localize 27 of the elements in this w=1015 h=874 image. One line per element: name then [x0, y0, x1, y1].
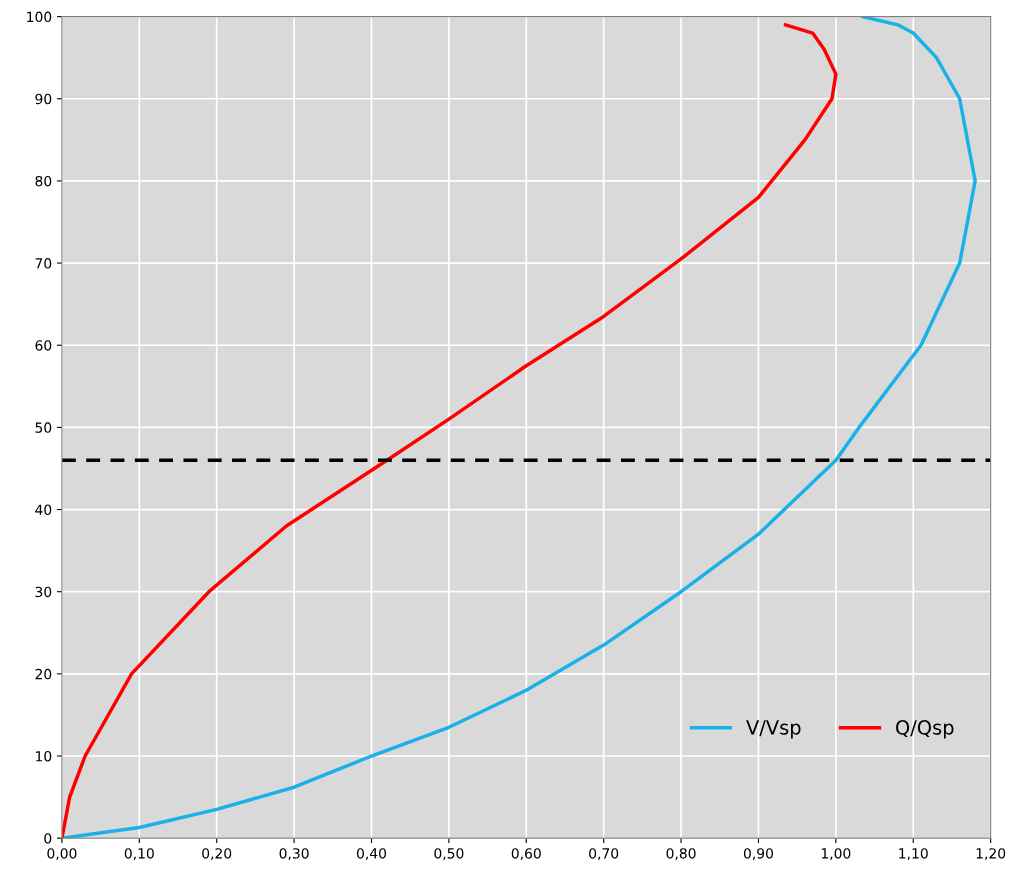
- y-tick-label: 40: [35, 504, 52, 516]
- y-tick-label: 70: [35, 258, 52, 269]
- y-tick-label: 0: [44, 833, 52, 844]
- y-tick-label: 30: [35, 586, 52, 598]
- y-tick-label: 90: [35, 93, 52, 105]
- y-tick-label: 50: [35, 422, 52, 433]
- x-tick-label: 0,20: [202, 848, 232, 861]
- x-tick-label: 0,90: [743, 848, 773, 861]
- y-tick-label: 60: [35, 340, 52, 351]
- y-tick-label: 20: [35, 668, 52, 680]
- x-tick-label: 1,10: [899, 848, 928, 861]
- x-tick-label: 1,20: [976, 848, 1006, 861]
- line-series: [61, 23, 838, 839]
- x-tick-label: 0,80: [666, 848, 696, 861]
- x-tick-label: 0,60: [511, 848, 541, 861]
- x-tick-label: 0,30: [279, 848, 309, 861]
- y-tick-label: 100: [27, 11, 52, 23]
- legend-label: V/Vsp: [746, 720, 801, 739]
- legend-label: Q/Qsp: [896, 720, 954, 739]
- x-tick-label: 0,50: [434, 848, 464, 861]
- x-tick-label: 0,70: [589, 848, 619, 861]
- y-tick-label: 10: [36, 750, 52, 762]
- x-tick-label: 0,00: [47, 848, 77, 861]
- y-tick-label: 80: [35, 175, 52, 187]
- x-tick-label: 0,10: [124, 848, 154, 861]
- x-tick-label: 1,00: [821, 848, 851, 861]
- x-tick-label: 0,40: [356, 848, 387, 861]
